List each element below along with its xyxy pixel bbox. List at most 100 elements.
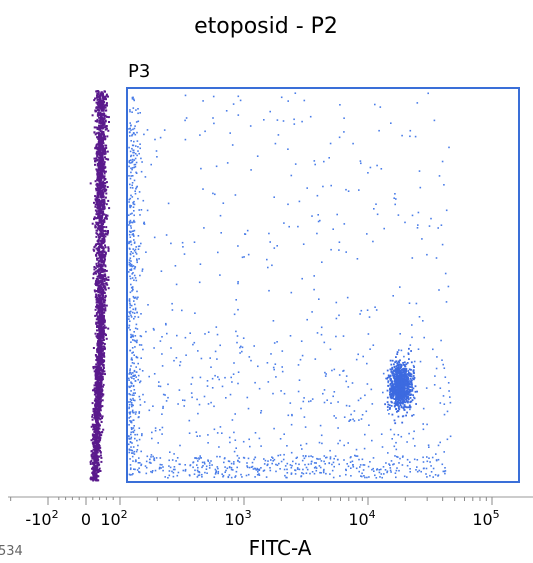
data-point (276, 245, 278, 247)
data-point (100, 319, 103, 322)
data-point (100, 196, 103, 199)
data-point (130, 335, 133, 338)
data-point (242, 440, 245, 443)
data-point (98, 394, 101, 397)
data-point (144, 465, 147, 467)
data-point (100, 257, 103, 260)
data-point (98, 103, 101, 106)
data-point (211, 387, 214, 389)
data-point (98, 300, 101, 303)
data-point (176, 457, 179, 459)
data-point (443, 413, 446, 416)
data-point (192, 461, 194, 464)
data-point (364, 394, 366, 397)
data-point (223, 461, 225, 464)
data-point (97, 91, 100, 93)
data-point (128, 259, 131, 261)
data-point (338, 374, 341, 376)
data-point (229, 441, 231, 444)
data-point (101, 155, 104, 158)
data-point (137, 197, 139, 200)
data-point (343, 117, 345, 119)
data-point (214, 193, 216, 196)
data-point (101, 361, 104, 364)
data-point (100, 215, 103, 218)
data-point (132, 255, 135, 258)
data-point (97, 93, 100, 96)
data-point (300, 340, 303, 342)
data-point (99, 92, 102, 95)
data-point (209, 357, 211, 359)
data-point (305, 442, 308, 445)
data-point (139, 380, 142, 382)
data-point (166, 332, 168, 335)
data-point (129, 236, 132, 238)
data-point (136, 185, 138, 188)
data-point (415, 403, 417, 405)
data-point (131, 196, 134, 198)
data-point (225, 469, 227, 472)
data-point (129, 449, 131, 451)
x-tick-label: 104 (348, 508, 375, 529)
data-point (397, 214, 400, 216)
data-point (240, 473, 242, 476)
data-point (321, 261, 323, 263)
data-point (129, 291, 132, 294)
data-point (140, 357, 142, 359)
data-point (218, 446, 220, 448)
data-point (384, 469, 387, 471)
data-point (298, 463, 300, 466)
data-point (310, 460, 313, 463)
data-point (409, 461, 411, 463)
data-point (206, 385, 209, 387)
data-point (399, 402, 401, 404)
data-point (400, 435, 403, 438)
data-point (408, 380, 410, 382)
data-point (96, 359, 99, 362)
data-point (412, 437, 415, 440)
data-point (140, 170, 143, 173)
data-point (92, 457, 95, 460)
data-point (310, 455, 312, 457)
data-point (98, 367, 101, 370)
data-point (96, 365, 99, 368)
data-point (97, 461, 100, 464)
data-point (132, 473, 134, 475)
data-point (131, 405, 133, 408)
data-point (99, 239, 102, 242)
data-point (136, 341, 138, 344)
data-point (96, 468, 99, 471)
data-point (317, 214, 319, 216)
data-point (350, 475, 352, 477)
data-point (391, 372, 394, 375)
data-point (158, 381, 160, 383)
data-point (99, 152, 102, 154)
data-point (228, 436, 231, 439)
data-point (99, 107, 102, 110)
data-point (96, 172, 99, 175)
data-point (134, 248, 137, 251)
data-point (131, 277, 134, 279)
data-point (92, 410, 95, 413)
data-point (128, 473, 131, 476)
data-point (394, 422, 397, 425)
data-point (443, 470, 446, 473)
data-point (191, 376, 194, 379)
data-point (130, 446, 132, 448)
data-point (128, 146, 130, 149)
data-point (390, 395, 393, 398)
data-point (129, 277, 132, 280)
data-point (247, 473, 250, 476)
data-point (103, 219, 106, 222)
data-point (103, 240, 106, 243)
data-point (130, 381, 132, 383)
data-point (132, 460, 134, 462)
data-point (102, 119, 105, 122)
data-point (128, 263, 131, 266)
data-point (96, 118, 99, 121)
data-point (128, 271, 130, 273)
data-point (389, 469, 392, 472)
data-point (98, 221, 101, 224)
data-point (366, 476, 368, 479)
data-point (246, 462, 248, 464)
